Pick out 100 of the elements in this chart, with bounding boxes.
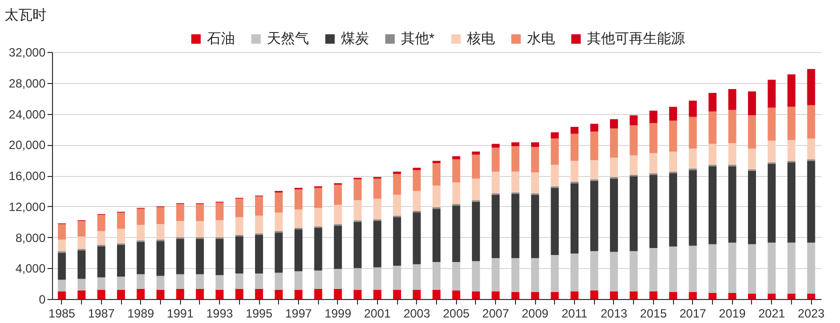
- x-tick-label: 1987: [88, 306, 115, 320]
- bar: [78, 278, 86, 291]
- bar: [274, 212, 283, 232]
- x-tick-label: 2023: [798, 306, 825, 320]
- bar: [136, 208, 145, 225]
- x-tick-label: 2013: [600, 306, 628, 320]
- bar: [274, 290, 283, 299]
- bar: [255, 234, 264, 274]
- bar: [97, 231, 106, 245]
- bar: [136, 288, 145, 299]
- bar: [373, 178, 382, 199]
- bar: [354, 200, 362, 220]
- bar: [590, 290, 598, 299]
- y-tick-label: 8,000: [15, 230, 46, 245]
- bar: [432, 186, 440, 208]
- bar: [156, 276, 164, 290]
- bar: [748, 91, 756, 116]
- x-tick-label: 1989: [127, 306, 154, 320]
- bar: [807, 294, 816, 299]
- bar: [748, 244, 756, 294]
- bar: [136, 274, 145, 289]
- bar: [472, 261, 480, 292]
- bar: [314, 288, 322, 299]
- bar: [393, 266, 402, 290]
- bar: [117, 228, 126, 244]
- bar: [334, 268, 342, 289]
- bar: [610, 158, 618, 178]
- legend-label: 其他可再生能源: [587, 30, 685, 46]
- bar: [787, 242, 796, 294]
- bar: [452, 159, 460, 182]
- bar: [748, 294, 756, 299]
- x-tick-label: 1997: [285, 306, 312, 320]
- bar: [354, 268, 362, 290]
- bar: [807, 160, 816, 243]
- bar: [97, 246, 106, 278]
- bar: [216, 290, 224, 299]
- bar: [669, 292, 678, 299]
- bar: [216, 238, 224, 276]
- bar: [708, 244, 717, 293]
- bar: [649, 153, 658, 174]
- bar: [570, 291, 579, 299]
- bar: [235, 274, 244, 289]
- bar: [156, 241, 164, 276]
- bar: [550, 188, 559, 256]
- bar: [117, 290, 126, 299]
- bar: [531, 292, 540, 299]
- bar: [531, 258, 540, 292]
- bar: [708, 144, 717, 165]
- bar: [728, 292, 736, 299]
- bar: [492, 144, 500, 148]
- bar: [768, 80, 776, 108]
- bar: [235, 217, 244, 235]
- legend-label: 煤炭: [341, 30, 369, 46]
- y-tick-label: 28,000: [8, 76, 46, 90]
- bar: [669, 120, 678, 152]
- bar: [354, 179, 362, 200]
- bar: [787, 74, 796, 107]
- bar: [412, 290, 421, 299]
- bar: [78, 221, 86, 236]
- bar: [531, 172, 540, 194]
- bar: [58, 280, 66, 292]
- bar: [196, 238, 204, 274]
- bar: [412, 212, 421, 264]
- bar: [314, 228, 322, 270]
- bar: [255, 274, 264, 289]
- bar: [688, 116, 697, 148]
- bar: [630, 125, 638, 156]
- bar: [511, 146, 520, 172]
- bar: [550, 138, 559, 165]
- bar: [768, 164, 776, 243]
- bar: [314, 188, 322, 208]
- bar: [570, 253, 579, 292]
- y-tick-label: 16,000: [8, 169, 46, 183]
- bar: [235, 288, 244, 299]
- x-tick-label: 1991: [166, 306, 194, 320]
- bar: [255, 196, 264, 216]
- bar: [176, 204, 184, 222]
- x-tick-label: 1985: [48, 306, 76, 320]
- legend-label: 其他*: [401, 30, 435, 46]
- bar: [688, 246, 697, 292]
- x-tick-label: 1995: [246, 306, 273, 320]
- y-tick-label: 12,000: [8, 200, 46, 214]
- bar: [610, 252, 618, 292]
- bar: [216, 275, 224, 290]
- bar: [196, 204, 204, 222]
- bar: [787, 140, 796, 161]
- bar: [452, 290, 460, 299]
- bar: [176, 288, 184, 299]
- bar: [570, 126, 579, 134]
- bar: [136, 224, 145, 240]
- bar: [511, 172, 520, 192]
- bar: [334, 204, 342, 224]
- bar: [787, 294, 796, 299]
- bar: [334, 288, 342, 299]
- bar: [393, 290, 402, 299]
- bar: [807, 68, 816, 106]
- bar: [768, 242, 776, 294]
- bar: [156, 290, 164, 299]
- bar: [58, 252, 66, 280]
- bar: [708, 111, 717, 144]
